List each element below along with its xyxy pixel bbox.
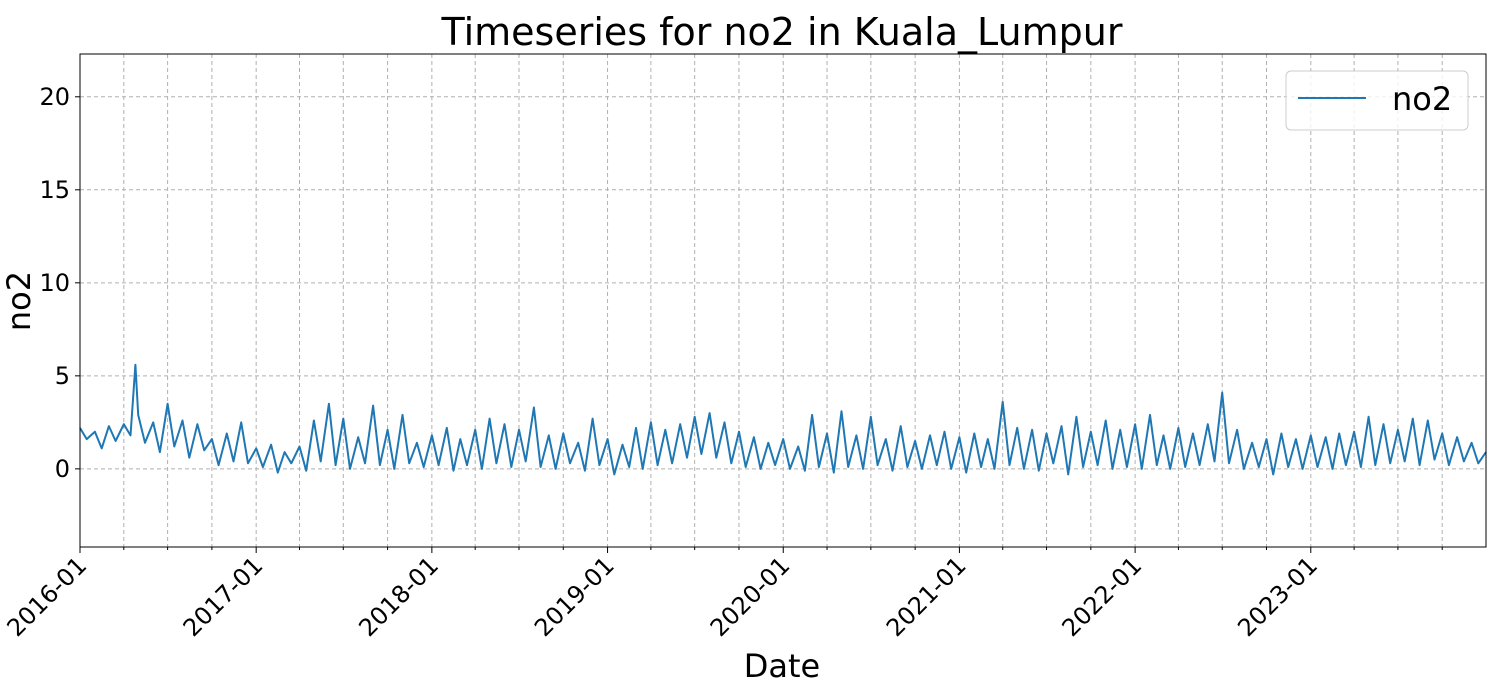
series-line-no2 [79,363,1487,476]
chart-title: Timeseries for no2 in Kuala_Lumpur [441,10,1123,54]
legend-box [1285,70,1469,131]
x-tick-label: 2018-01 [353,551,444,642]
x-tick-label: 2017-01 [178,551,269,642]
x-axis: 2016-01 2017-01 2018-01 2019-01 2020-01 2021-… [2,547,1443,642]
legend: no2 [1285,70,1469,131]
x-tick-label: 2021-01 [881,551,972,642]
y-tick-label: 0 [55,455,70,483]
y-tick-label: 15 [39,176,70,204]
y-axis: 0 5 10 15 20 [39,83,80,483]
x-tick-label: 2019-01 [529,551,620,642]
grid-layer [79,54,1486,547]
x-tick-label: 2022-01 [1057,551,1148,642]
series-layer [79,363,1487,476]
x-tick-label: 2016-01 [2,551,93,642]
legend-label-no2: no2 [1392,80,1452,118]
y-tick-label: 10 [39,269,70,297]
x-tick-label: 2023-01 [1232,551,1323,642]
y-tick-label: 20 [39,83,70,111]
x-tick-label: 2020-01 [705,551,796,642]
y-axis-label: no2 [0,271,38,331]
x-axis-label: Date [744,647,820,685]
y-tick-label: 5 [55,362,70,390]
